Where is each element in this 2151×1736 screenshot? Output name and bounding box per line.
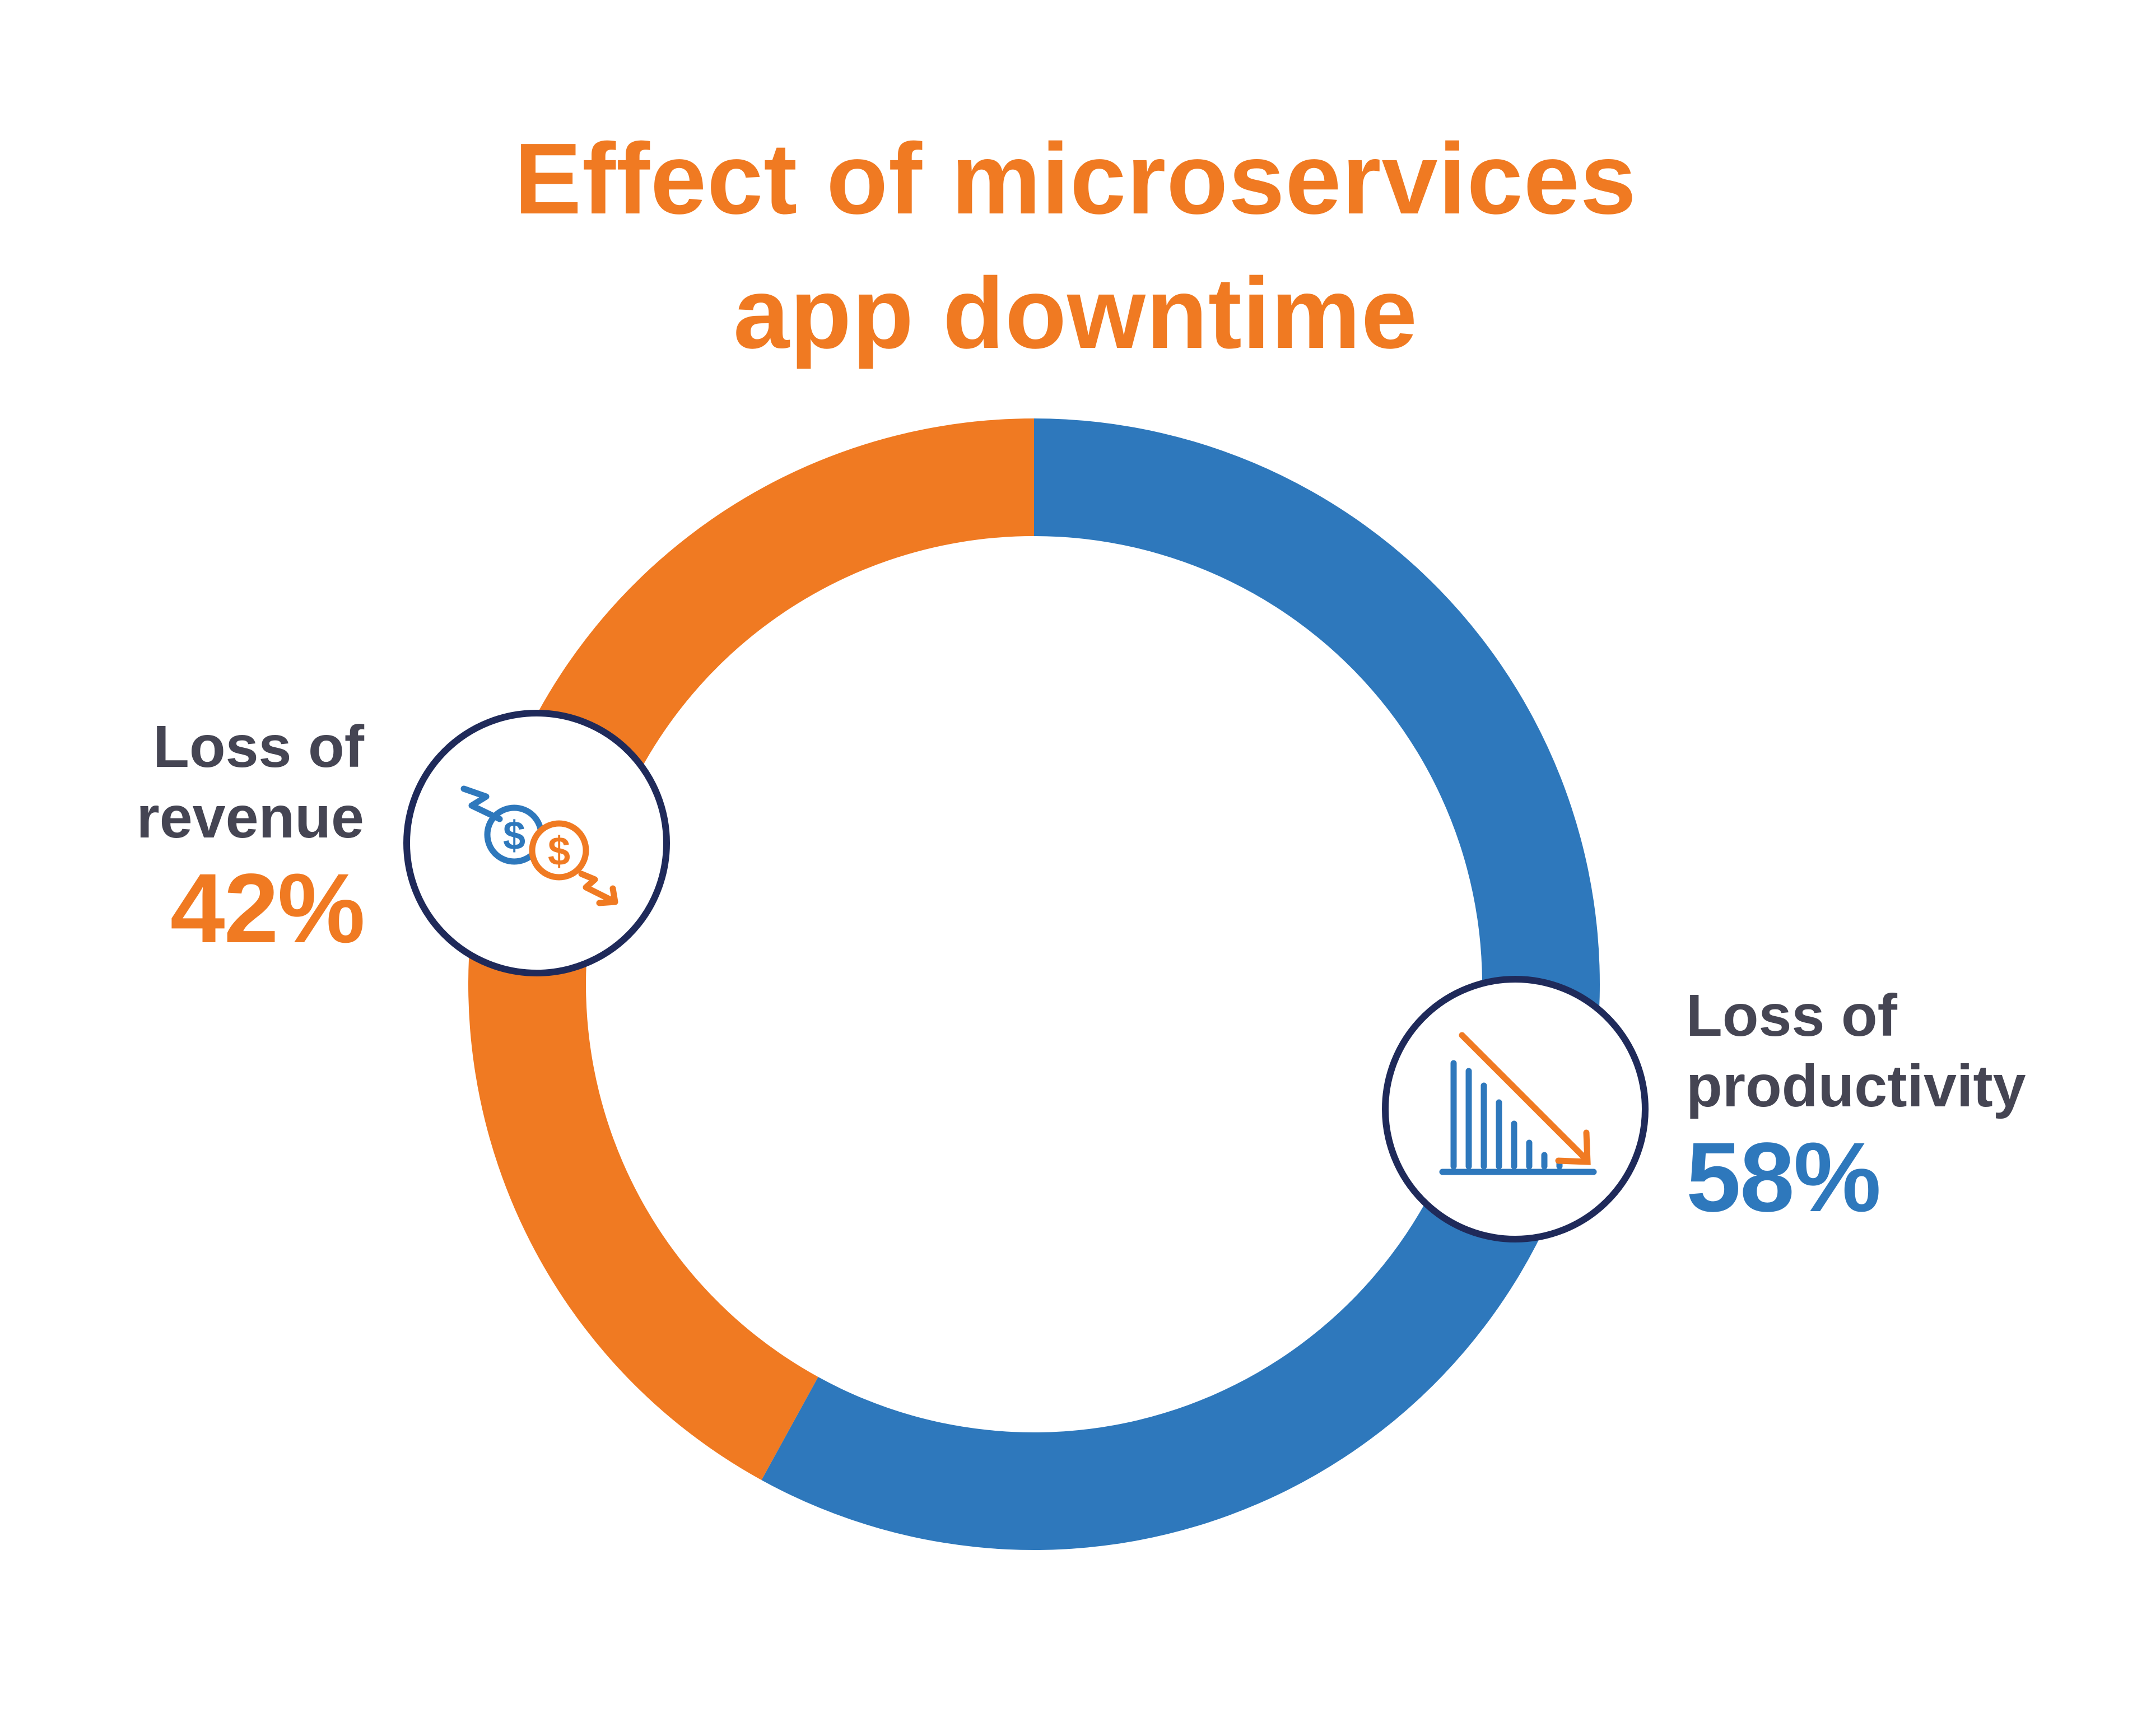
svg-text:$: $ [503,813,525,858]
productivity-badge-circle [1382,976,1649,1242]
productivity-badge [1382,976,1649,1242]
svg-text:$: $ [548,829,570,874]
chart-title: Effect of microservices app downtime [0,112,2151,381]
falling-dollar-coins-icon: $ $ [460,785,618,906]
revenue-label: Loss of revenue 42% [136,711,365,965]
revenue-label-line-1: Loss of [153,714,364,780]
productivity-label-line-1: Loss of [1686,983,1897,1049]
productivity-percentage: 58% [1686,1123,1881,1232]
chart-title-line-1: Effect of microservices [514,123,1637,235]
productivity-label: Loss of productivity 58% [1686,980,2026,1234]
revenue-label-line-2: revenue [136,784,364,850]
chart-title-line-2: app downtime [733,257,1418,370]
donut-slice-revenue [468,418,1034,1481]
revenue-percentage: 42% [170,854,365,964]
productivity-label-line-2: productivity [1686,1053,2026,1119]
declining-bar-chart-icon [1439,1032,1597,1175]
donut-slice-productivity [761,418,1600,1550]
revenue-badge: $ $ [403,710,670,976]
donut-slices [468,418,1600,1550]
